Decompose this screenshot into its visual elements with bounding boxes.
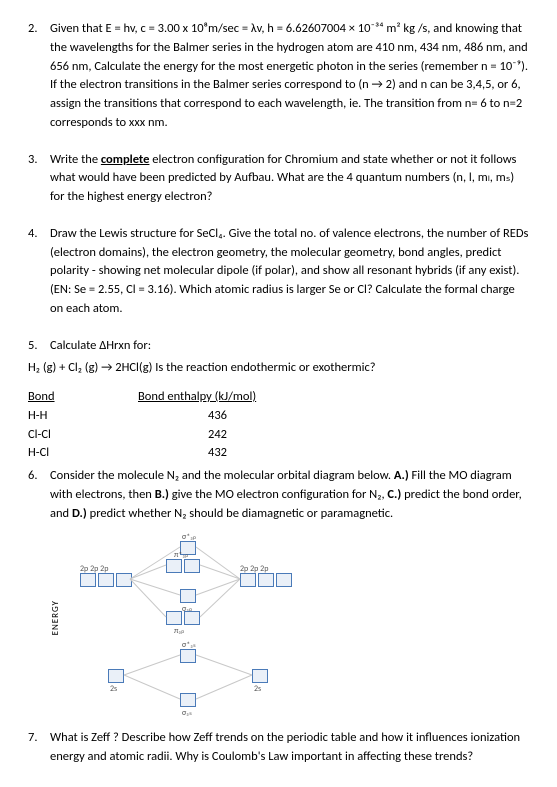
q7-number: 7.	[28, 729, 50, 767]
bond-val: 436	[138, 407, 227, 426]
q5-equation: H₂ (g) + Cl₂ (g) → 2HCl(g) Is the reacti…	[28, 359, 529, 378]
pi-2p-star: π*₂ₚ	[166, 559, 200, 573]
bond-header-row: Bond Bond enthalpy (kJ/mol)	[28, 388, 529, 407]
q3-pre: Write the	[50, 152, 101, 167]
table-row: H-H 436	[28, 407, 529, 426]
q6-dt: predict whether N₂ should be diamagnetic…	[87, 506, 393, 521]
q6-body: Consider the molecule N₂ and the molecul…	[50, 467, 529, 523]
label-2p-left: 2p 2p 2p	[80, 563, 108, 575]
label-pi2p-star: π*₂ₚ	[174, 549, 189, 561]
bond-table: Bond Bond enthalpy (kJ/mol) H-H 436 Cl-C…	[28, 388, 529, 463]
q3-number: 3.	[28, 151, 50, 207]
question-4: 4. Draw the Lewis structure for SeCl₄. G…	[28, 225, 529, 319]
label-2s-left: 2s	[110, 683, 117, 695]
q3-underlined: complete	[101, 152, 150, 167]
label-pi2p: π₂ₚ	[174, 625, 185, 637]
q2-body: Given that E = hv, c = 3.00 x 10⁸m/sec =…	[50, 20, 529, 133]
label-2p-right: 2p 2p 2p	[240, 563, 268, 575]
energy-axis-label: ENERGY	[49, 600, 63, 635]
q6-a: A.)	[394, 468, 409, 483]
q6-d: D.)	[72, 506, 87, 521]
atomic-2s-left: 2s	[108, 669, 124, 683]
sigma-2s: σ₂ₛ	[180, 693, 196, 707]
q3-body: Write the complete electron configuratio…	[50, 151, 529, 207]
pi-2p: π₂ₚ	[166, 611, 200, 625]
question-3: 3. Write the complete electron configura…	[28, 151, 529, 207]
label-2s-right: 2s	[254, 683, 261, 695]
question-6: 6. Consider the molecule N₂ and the mole…	[28, 467, 529, 523]
sigma-2p: σ₂ₚ	[180, 589, 196, 603]
q6-bt: give the MO electron configuration for N…	[169, 487, 387, 502]
q6-number: 6.	[28, 467, 50, 523]
q4-number: 4.	[28, 225, 50, 319]
q6-c: C.)	[387, 487, 401, 502]
q5-number: 5.	[28, 337, 50, 356]
question-2: 2. Given that E = hv, c = 3.00 x 10⁸m/se…	[28, 20, 529, 133]
bond-header-2: Bond enthalpy (kJ/mol)	[138, 388, 256, 407]
table-row: Cl-Cl 242	[28, 426, 529, 445]
bond-name: Cl-Cl	[28, 426, 138, 445]
mo-diagram: ENERGY σ*₂ₚ π*₂ₚ 2p 2p 2p 2p 2p 2p σ₂ₚ π…	[68, 541, 328, 721]
label-sigma2s-star: σ*₂ₛ	[182, 639, 196, 651]
label-sigma2s: σ₂ₛ	[182, 707, 192, 719]
bond-name: H-H	[28, 407, 138, 426]
q6-b: B.)	[155, 487, 169, 502]
bond-val: 432	[138, 444, 227, 463]
atomic-2s-right: 2s	[252, 669, 268, 683]
sigma-2s-star: σ*₂ₛ	[180, 649, 196, 663]
question-7: 7. What is Zeff ? Describe how Zeff tren…	[28, 729, 529, 767]
q6-pre: Consider the molecule N₂ and the molecul…	[50, 468, 394, 483]
table-row: H-Cl 432	[28, 444, 529, 463]
question-5: 5. Calculate ΔHrxn for:	[28, 337, 529, 356]
atomic-2p-right: 2p 2p 2p	[240, 573, 292, 587]
q7-body: What is Zeff ? Describe how Zeff trends …	[50, 729, 529, 767]
atomic-2p-left: 2p 2p 2p	[80, 573, 132, 587]
bond-name: H-Cl	[28, 444, 138, 463]
q2-number: 2.	[28, 20, 50, 133]
bond-val: 242	[138, 426, 227, 445]
q5-title: Calculate ΔHrxn for:	[50, 337, 529, 356]
q4-body: Draw the Lewis structure for SeCl₄. Give…	[50, 225, 529, 319]
bond-header-1: Bond	[28, 388, 138, 407]
label-sigma2p-star: σ*₂ₚ	[182, 531, 196, 543]
